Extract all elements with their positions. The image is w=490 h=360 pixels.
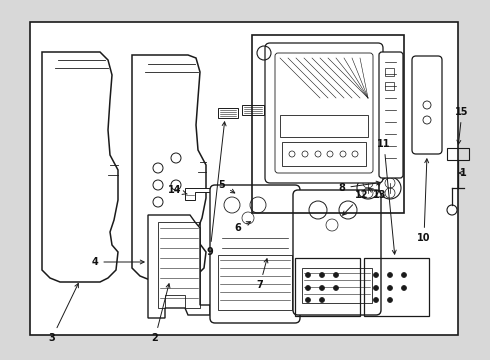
Text: 8: 8 bbox=[339, 181, 380, 193]
FancyBboxPatch shape bbox=[210, 185, 300, 323]
Text: 5: 5 bbox=[219, 180, 235, 193]
Bar bbox=[30, 22, 458, 335]
FancyBboxPatch shape bbox=[293, 190, 381, 315]
Text: 2: 2 bbox=[151, 284, 170, 343]
Text: 15: 15 bbox=[455, 107, 469, 144]
Polygon shape bbox=[185, 188, 210, 200]
Polygon shape bbox=[42, 52, 118, 282]
Bar bbox=[218, 255, 292, 310]
Polygon shape bbox=[242, 105, 264, 115]
Text: 4: 4 bbox=[92, 257, 144, 267]
Bar bbox=[385, 82, 394, 90]
FancyBboxPatch shape bbox=[412, 56, 442, 154]
Text: 12: 12 bbox=[343, 190, 369, 215]
Circle shape bbox=[373, 273, 378, 278]
Text: 11: 11 bbox=[377, 139, 396, 254]
Circle shape bbox=[388, 297, 392, 302]
Polygon shape bbox=[218, 108, 238, 118]
Circle shape bbox=[319, 297, 324, 302]
Circle shape bbox=[305, 285, 311, 291]
Circle shape bbox=[334, 285, 339, 291]
Circle shape bbox=[319, 273, 324, 278]
Text: 10: 10 bbox=[417, 159, 431, 243]
Bar bbox=[364, 258, 429, 316]
Text: 7: 7 bbox=[257, 259, 268, 290]
Circle shape bbox=[401, 285, 407, 291]
Bar bbox=[385, 68, 394, 76]
Bar bbox=[280, 115, 368, 137]
Circle shape bbox=[334, 273, 339, 278]
Circle shape bbox=[373, 297, 378, 302]
Text: 3: 3 bbox=[49, 283, 78, 343]
Bar bbox=[302, 268, 372, 303]
Circle shape bbox=[388, 273, 392, 278]
Circle shape bbox=[388, 285, 392, 291]
Bar bbox=[252, 35, 404, 213]
Circle shape bbox=[401, 273, 407, 278]
Bar bbox=[252, 35, 404, 213]
Bar bbox=[282, 142, 366, 166]
Bar bbox=[447, 148, 469, 160]
Polygon shape bbox=[148, 215, 210, 318]
Polygon shape bbox=[132, 55, 206, 280]
Bar bbox=[295, 258, 360, 316]
Circle shape bbox=[373, 285, 378, 291]
Text: 13: 13 bbox=[368, 188, 387, 200]
Text: 6: 6 bbox=[235, 222, 250, 233]
Text: 1: 1 bbox=[459, 168, 466, 178]
FancyBboxPatch shape bbox=[265, 43, 383, 183]
Circle shape bbox=[305, 297, 311, 302]
FancyBboxPatch shape bbox=[379, 52, 403, 178]
Circle shape bbox=[305, 273, 311, 278]
Bar bbox=[30, 22, 458, 335]
Circle shape bbox=[319, 285, 324, 291]
Text: 14: 14 bbox=[168, 185, 187, 195]
Text: 9: 9 bbox=[207, 122, 226, 257]
